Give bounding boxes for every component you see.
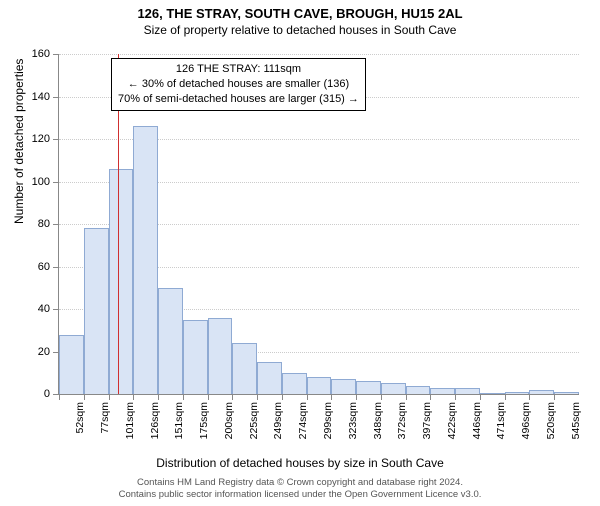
histogram-bar	[529, 390, 554, 394]
x-tick-label: 151sqm	[173, 402, 185, 439]
histogram-bar	[257, 362, 282, 394]
histogram-bar	[430, 388, 455, 394]
histogram-bar	[158, 288, 183, 394]
chart-title: 126, THE STRAY, SOUTH CAVE, BROUGH, HU15…	[0, 6, 600, 21]
x-tick	[480, 394, 481, 400]
x-tick-label: 200sqm	[223, 402, 235, 439]
histogram-bar	[282, 373, 307, 394]
y-tick	[53, 97, 59, 98]
x-tick-label: 126sqm	[149, 402, 161, 439]
y-tick-label: 140	[20, 91, 50, 103]
x-tick-label: 446sqm	[471, 402, 483, 439]
y-tick-label: 100	[20, 176, 50, 188]
x-tick	[331, 394, 332, 400]
histogram-bar	[455, 388, 480, 394]
histogram-bar	[59, 335, 84, 395]
x-tick	[554, 394, 555, 400]
x-tick	[208, 394, 209, 400]
footnote-line-1: Contains HM Land Registry data © Crown c…	[0, 477, 600, 489]
plot-area: 126 THE STRAY: 111sqm ← 30% of detached …	[58, 54, 579, 395]
x-tick-label: 422sqm	[446, 402, 458, 439]
y-tick	[53, 224, 59, 225]
y-tick-label: 40	[20, 303, 50, 315]
x-tick	[109, 394, 110, 400]
x-tick	[505, 394, 506, 400]
footnote: Contains HM Land Registry data © Crown c…	[0, 477, 600, 502]
y-tick-label: 160	[20, 48, 50, 60]
x-tick	[257, 394, 258, 400]
x-tick	[307, 394, 308, 400]
x-tick-label: 175sqm	[198, 402, 210, 439]
histogram-bar	[505, 392, 530, 394]
x-tick	[381, 394, 382, 400]
annotation-box: 126 THE STRAY: 111sqm ← 30% of detached …	[111, 58, 366, 111]
y-tick	[53, 54, 59, 55]
x-tick	[529, 394, 530, 400]
x-tick	[183, 394, 184, 400]
x-tick-label: 52sqm	[74, 402, 86, 434]
chart-subtitle: Size of property relative to detached ho…	[0, 23, 600, 37]
y-tick-label: 120	[20, 133, 50, 145]
histogram-bar	[356, 381, 381, 394]
histogram-bar	[381, 383, 406, 394]
annotation-line-3: 70% of semi-detached houses are larger (…	[118, 92, 359, 107]
chart-container: 126, THE STRAY, SOUTH CAVE, BROUGH, HU15…	[0, 6, 600, 506]
x-tick	[232, 394, 233, 400]
x-tick	[406, 394, 407, 400]
x-tick	[430, 394, 431, 400]
histogram-bar	[133, 126, 158, 394]
x-tick	[282, 394, 283, 400]
histogram-bar	[183, 320, 208, 394]
x-tick-label: 274sqm	[297, 402, 309, 439]
x-tick-label: 225sqm	[248, 402, 260, 439]
histogram-bar	[406, 386, 431, 395]
x-tick-label: 299sqm	[322, 402, 334, 439]
x-tick	[158, 394, 159, 400]
gridline-h	[59, 54, 579, 55]
x-tick-label: 77sqm	[99, 402, 111, 434]
histogram-bar	[84, 228, 109, 394]
histogram-bar	[307, 377, 332, 394]
x-tick-label: 372sqm	[396, 402, 408, 439]
x-tick-label: 249sqm	[272, 402, 284, 439]
histogram-bar	[109, 169, 134, 394]
histogram-bar	[554, 392, 579, 394]
x-tick-label: 471sqm	[495, 402, 507, 439]
x-tick	[84, 394, 85, 400]
y-tick-label: 80	[20, 218, 50, 230]
x-tick	[133, 394, 134, 400]
x-tick	[455, 394, 456, 400]
annotation-line-1: 126 THE STRAY: 111sqm	[118, 62, 359, 77]
x-tick-label: 397sqm	[421, 402, 433, 439]
annotation-line-2: ← 30% of detached houses are smaller (13…	[118, 77, 359, 92]
y-tick-label: 20	[20, 346, 50, 358]
x-tick-label: 323sqm	[347, 402, 359, 439]
histogram-bar	[232, 343, 257, 394]
x-axis-label: Distribution of detached houses by size …	[0, 456, 600, 470]
y-tick	[53, 309, 59, 310]
histogram-bar	[331, 379, 356, 394]
x-tick	[356, 394, 357, 400]
y-tick-label: 0	[20, 388, 50, 400]
y-tick	[53, 139, 59, 140]
x-tick-label: 496sqm	[520, 402, 532, 439]
x-tick-label: 348sqm	[372, 402, 384, 439]
x-tick-label: 520sqm	[545, 402, 557, 439]
y-tick	[53, 182, 59, 183]
x-tick	[59, 394, 60, 400]
histogram-bar	[480, 393, 505, 394]
x-tick-label: 545sqm	[570, 402, 582, 439]
y-tick	[53, 267, 59, 268]
histogram-bar	[208, 318, 233, 395]
y-tick-label: 60	[20, 261, 50, 273]
x-tick-label: 101sqm	[124, 402, 136, 439]
